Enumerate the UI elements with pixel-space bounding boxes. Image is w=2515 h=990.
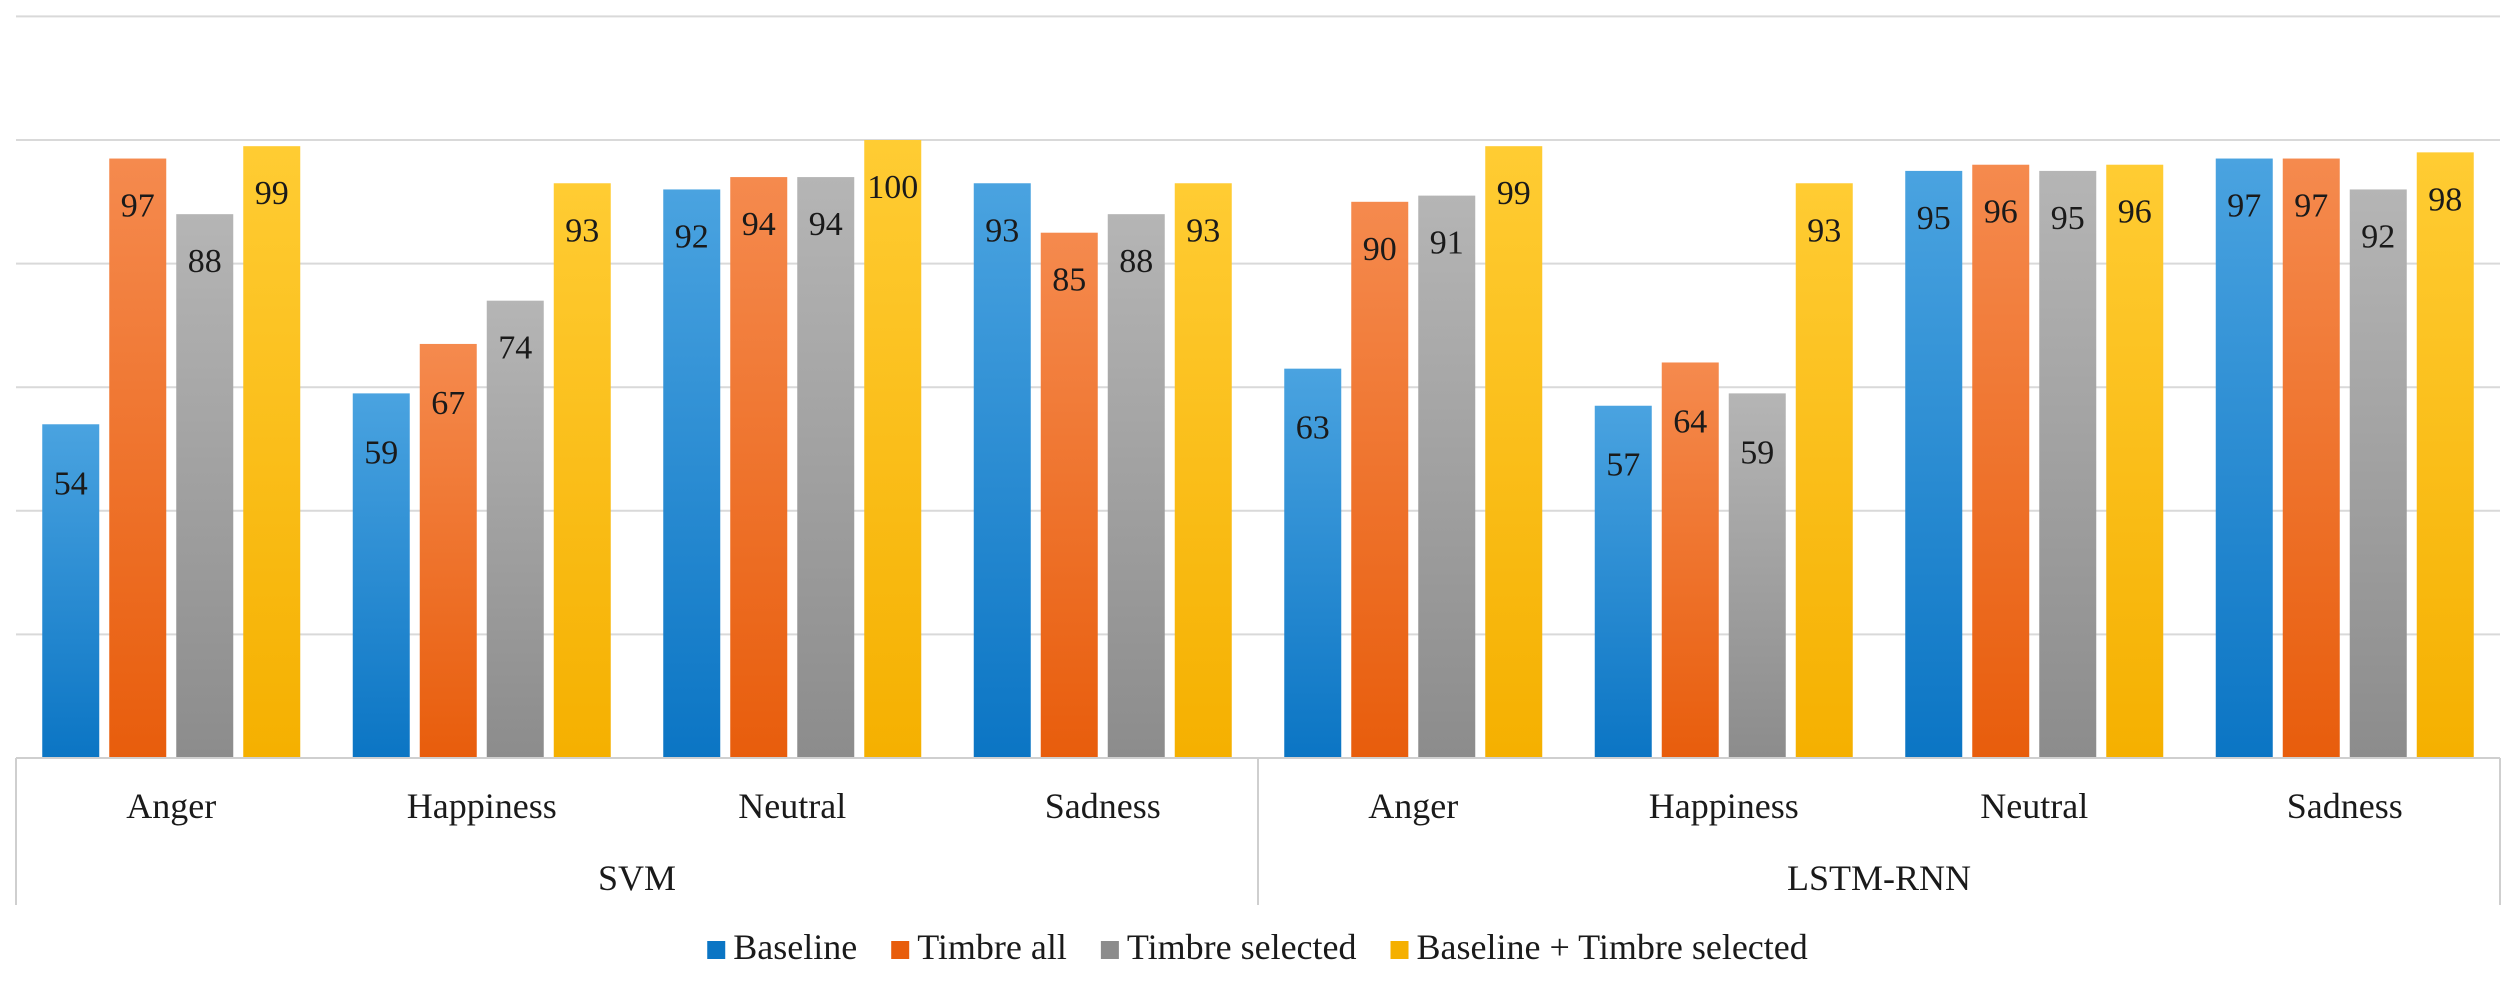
legend-label: Baseline xyxy=(733,927,857,967)
data-label: 90 xyxy=(1363,231,1397,268)
tick-label: Happiness xyxy=(1649,786,1799,826)
data-label: 100 xyxy=(867,169,918,206)
data-label: 64 xyxy=(1673,403,1707,440)
bar-baseline-timbre-selected xyxy=(2416,152,2474,759)
legend-label: Baseline + Timbre selected xyxy=(1417,927,1808,967)
data-label: 92 xyxy=(675,218,709,255)
data-label: 93 xyxy=(565,212,599,249)
tick-label: Neutral xyxy=(1980,786,2088,826)
bar-baseline-timbre-selected xyxy=(1485,146,1543,758)
bar-timbre-selected xyxy=(2039,170,2097,758)
group-label: LSTM-RNN xyxy=(1787,858,1971,898)
bar-timbre-all xyxy=(1351,201,1409,759)
bars xyxy=(42,140,2474,759)
data-label: 94 xyxy=(742,206,776,243)
bar-timbre-all xyxy=(1040,232,1098,758)
bar-timbre-selected xyxy=(2349,189,2407,758)
bar-timbre-all xyxy=(730,177,788,758)
data-label: 93 xyxy=(1186,212,1220,249)
bar-timbre-selected xyxy=(1107,214,1165,758)
data-label: 63 xyxy=(1296,410,1330,447)
data-label: 97 xyxy=(121,188,155,225)
tick-label: Anger xyxy=(1368,786,1458,826)
legend-swatch-baseline-timbre-selected xyxy=(1390,941,1409,959)
bar-baseline-timbre-selected xyxy=(2106,164,2164,759)
data-label: 99 xyxy=(1497,175,1531,212)
tick-label: Happiness xyxy=(407,786,557,826)
data-label: 95 xyxy=(1917,200,1951,237)
bar-timbre-all xyxy=(1661,362,1719,758)
bar-timbre-selected xyxy=(1418,195,1476,758)
data-label: 97 xyxy=(2227,188,2261,225)
bar-baseline xyxy=(2215,158,2273,759)
data-label: 85 xyxy=(1052,262,1086,299)
tick-label: Anger xyxy=(126,786,216,826)
tick-label: Sadness xyxy=(2287,786,2403,826)
category-axis: Anger Happiness Neutral Sadness SVM Anger Happ… xyxy=(15,757,2501,905)
data-label: 54 xyxy=(54,465,88,502)
bar-timbre-selected xyxy=(486,300,544,758)
data-label: 93 xyxy=(985,212,1019,249)
legend-swatch-baseline xyxy=(707,941,726,959)
bar-timbre-all xyxy=(419,343,477,758)
bar-baseline-timbre-selected xyxy=(1174,183,1232,758)
bar-timbre-all xyxy=(2282,158,2340,759)
data-label: 59 xyxy=(364,434,398,471)
bar-baseline xyxy=(1594,405,1652,758)
bar-baseline xyxy=(663,189,721,758)
data-label: 92 xyxy=(2361,218,2395,255)
legend-label: Timbre all xyxy=(917,927,1067,967)
data-label: 74 xyxy=(498,330,532,367)
bar-baseline xyxy=(1284,368,1342,758)
data-label: 93 xyxy=(1807,212,1841,249)
data-label: 98 xyxy=(2428,181,2462,218)
bar-baseline xyxy=(973,183,1031,758)
bar-baseline xyxy=(1905,170,1963,758)
tick-label: Neutral xyxy=(738,786,846,826)
legend-label: Timbre selected xyxy=(1127,927,1357,967)
data-label: 94 xyxy=(809,206,843,243)
data-labels: 54 97 88 99 59 67 74 93 92 94 94 100 93 85 88 93 63 90 91 9… xyxy=(54,169,2463,502)
legend-swatch-timbre-all xyxy=(891,941,910,959)
data-label: 57 xyxy=(1606,447,1640,484)
bar-baseline-timbre-selected xyxy=(864,140,922,758)
data-label: 99 xyxy=(255,175,289,212)
data-label: 67 xyxy=(431,385,465,422)
bar-timbre-all xyxy=(109,158,167,759)
bar-baseline-timbre-selected xyxy=(1795,183,1853,758)
group-label: SVM xyxy=(598,858,676,898)
data-label: 96 xyxy=(2118,194,2152,231)
legend-swatch-timbre-selected xyxy=(1100,941,1119,959)
data-label: 88 xyxy=(1119,243,1153,280)
bar-baseline xyxy=(42,424,100,758)
data-label: 95 xyxy=(2051,200,2085,237)
data-label: 88 xyxy=(188,243,222,280)
bar-timbre-selected xyxy=(797,177,855,758)
bar-timbre-selected xyxy=(1728,393,1786,758)
bar-baseline xyxy=(352,393,410,758)
data-label: 91 xyxy=(1430,225,1464,262)
data-label: 96 xyxy=(1984,194,2018,231)
data-label: 97 xyxy=(2294,188,2328,225)
bar-baseline-timbre-selected xyxy=(553,183,611,758)
bar-baseline-timbre-selected xyxy=(243,146,301,758)
tick-label: Sadness xyxy=(1045,786,1161,826)
bar-timbre-all xyxy=(1972,164,2030,759)
data-label: 59 xyxy=(1740,434,1774,471)
bar-timbre-selected xyxy=(176,214,234,758)
legend: Baseline Timbre all Timbre selected Baselin… xyxy=(707,927,1808,967)
